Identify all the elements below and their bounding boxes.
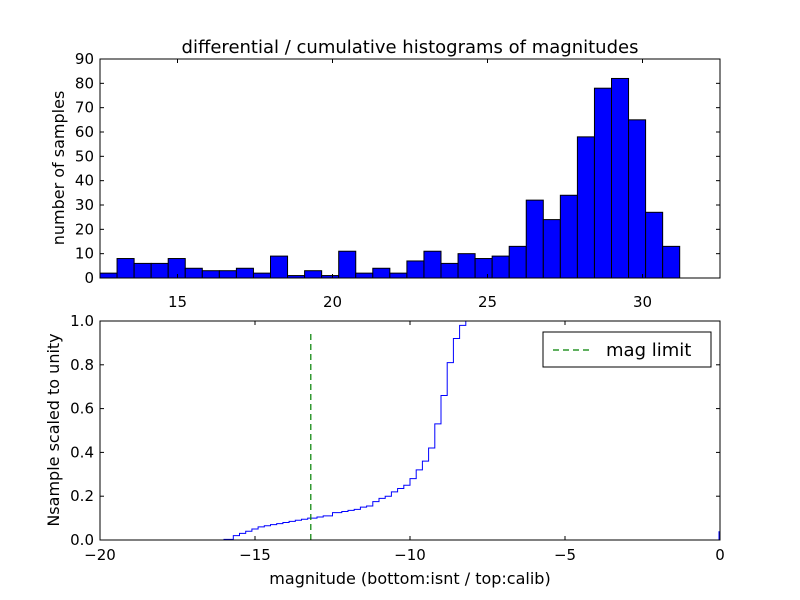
cumulative-ylabel: Nsample scaled to unity [44, 333, 63, 526]
histogram-bar [576, 136, 595, 279]
histogram-bar [423, 250, 442, 279]
histogram-bar [628, 119, 647, 279]
histogram-bar [338, 250, 357, 279]
cumulative-y-tick-label: 0.6 [70, 400, 94, 418]
histogram-bar [235, 267, 254, 279]
histogram-bar [491, 255, 510, 279]
histogram-y-tick-label: 70 [75, 99, 94, 117]
histogram-y-tick-label: 20 [75, 220, 94, 238]
histogram-bar [525, 199, 544, 279]
histogram-bar [372, 267, 391, 279]
histogram-bar [440, 262, 459, 279]
histogram-bar [252, 272, 271, 279]
histogram-bar [611, 77, 630, 279]
histogram-y-tick-label: 50 [75, 147, 94, 165]
cumulative-y-tick-label: 0.2 [70, 487, 94, 505]
histogram-bar [593, 87, 613, 279]
histogram-y-tick-label: 10 [75, 245, 94, 263]
cumulative-y-tick-label: 1.0 [70, 312, 94, 330]
histogram-x-tick-label: 25 [478, 293, 497, 311]
legend-box [542, 331, 712, 368]
histogram-ylabel: number of samples [49, 91, 68, 246]
histogram-bar [133, 262, 152, 279]
cumulative-x-ticks: −20 −15 −10 −5 0 [84, 321, 725, 564]
histogram-bar [167, 258, 186, 279]
histogram-bars [99, 77, 681, 279]
cumulative-x-tick-label: −10 [394, 546, 426, 564]
histogram-y-tick-label: 90 [75, 50, 94, 68]
histogram-bar [218, 270, 237, 279]
cumulative-xlabel: magnitude (bottom:isnt / top:calib) [269, 569, 550, 588]
histogram-x-tick-label: 30 [633, 293, 652, 311]
cumulative-x-tick-label: −15 [239, 546, 271, 564]
histogram-y-tick-label: 30 [75, 196, 94, 214]
histogram-bar [116, 258, 135, 279]
histogram-bar [389, 272, 408, 279]
histogram-x-tick-label: 20 [323, 293, 342, 311]
histogram-bar [662, 245, 681, 279]
histogram-y-tick-label: 80 [75, 74, 94, 92]
cumulative-step-line [100, 320, 488, 541]
histogram-bar [406, 260, 425, 279]
legend: mag limit [542, 331, 712, 368]
histogram-x-tick-label: 15 [168, 293, 187, 311]
histogram-bar [270, 255, 289, 279]
cumulative-x-tick-label: −20 [84, 546, 116, 564]
legend-label: mag limit [606, 340, 691, 361]
histogram-frame [99, 58, 721, 279]
cumulative-chart: Nsample scaled to unity magnitude (botto… [44, 312, 725, 588]
histogram-bar [150, 262, 169, 279]
histogram-y-tick-label: 40 [75, 172, 94, 190]
histogram-bar [355, 272, 374, 279]
histogram-bar [559, 194, 578, 279]
histogram-x-ticks: 15 20 25 30 [168, 59, 652, 311]
histogram-y-tick-label: 0 [84, 269, 94, 287]
histogram-bar [508, 245, 527, 279]
histogram-bar [184, 267, 203, 279]
histogram-bar [457, 253, 476, 279]
cumulative-x-tick-label: −5 [554, 546, 576, 564]
cumulative-frame [99, 320, 721, 541]
histogram-bar [645, 211, 664, 279]
histogram-bar [99, 272, 118, 279]
histogram-chart: differential / cumulative histograms of … [49, 37, 721, 311]
cumulative-y-tick-label: 0.0 [70, 531, 94, 549]
cumulative-y-tick-label: 0.4 [70, 443, 94, 461]
cumulative-y-ticks: 0.0 0.2 0.4 0.6 0.8 1.0 [70, 312, 720, 549]
cumulative-y-tick-label: 0.8 [70, 356, 94, 374]
histogram-y-ticks: 0 10 20 30 40 50 60 70 80 90 [75, 50, 720, 287]
histogram-title: differential / cumulative histograms of … [182, 37, 639, 58]
histogram-bar [542, 219, 561, 279]
cumulative-x-tick-label: 0 [715, 546, 725, 564]
histogram-bar [474, 258, 493, 279]
histogram-bar [304, 270, 323, 279]
cumulative-lines [100, 320, 720, 541]
histogram-y-tick-label: 60 [75, 123, 94, 141]
histogram-bar [201, 270, 220, 279]
